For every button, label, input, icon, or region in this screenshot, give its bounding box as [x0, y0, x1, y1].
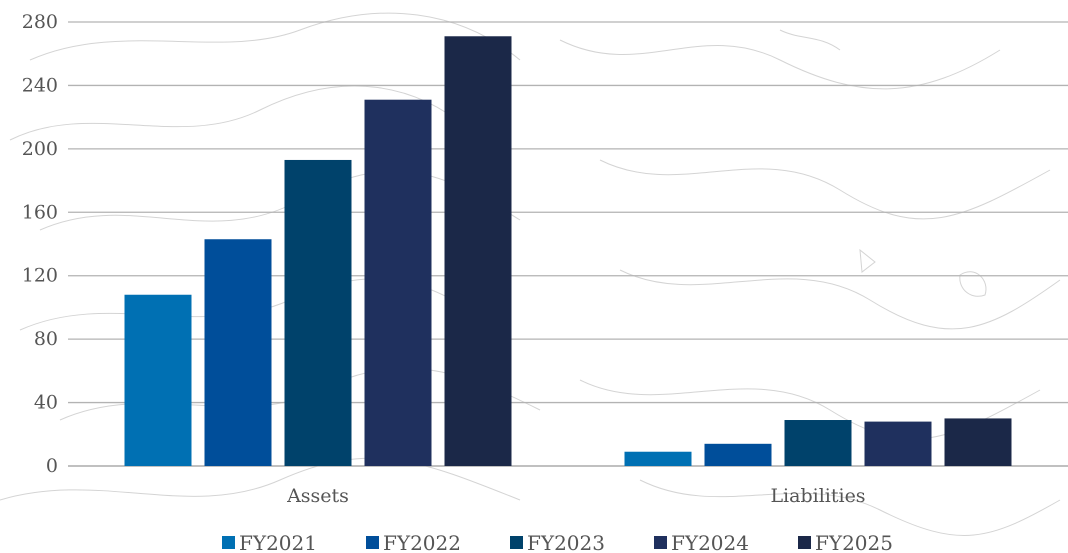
- legend-label-fy2025: FY2025: [815, 531, 893, 553]
- bar-fy2021-assets: [124, 294, 192, 466]
- category-label-liabilities: Liabilities: [770, 485, 865, 507]
- legend-swatch-fy2022: [366, 536, 379, 549]
- y-tick-label: 120: [22, 265, 58, 287]
- bar-fy2025-liabilities: [944, 418, 1012, 466]
- legend-swatch-fy2024: [654, 536, 667, 549]
- y-tick-label: 0: [46, 455, 58, 477]
- y-tick-label: 280: [22, 11, 58, 33]
- bar-fy2022-assets: [204, 239, 272, 466]
- bar-fy2023-assets: [284, 159, 352, 466]
- y-tick-label: 240: [22, 74, 58, 96]
- legend-label-fy2024: FY2024: [671, 531, 749, 553]
- legend-swatch-fy2023: [510, 536, 523, 549]
- legend-label-fy2022: FY2022: [383, 531, 461, 553]
- legend-label-fy2021: FY2021: [239, 531, 317, 553]
- bar-fy2025-assets: [444, 36, 512, 467]
- bars: [124, 36, 1012, 467]
- y-axis-ticks: 0 40 80 120 160 200 240 280: [22, 11, 58, 477]
- y-tick-label: 40: [34, 392, 58, 414]
- legend-label-fy2023: FY2023: [527, 531, 605, 553]
- bar-fy2022-liabilities: [704, 443, 772, 466]
- y-tick-label: 80: [34, 328, 58, 350]
- y-tick-label: 160: [22, 201, 58, 223]
- legend-swatch-fy2021: [222, 536, 235, 549]
- bar-fy2023-liabilities: [784, 420, 852, 466]
- x-axis-categories: Assets Liabilities: [286, 485, 865, 507]
- category-label-assets: Assets: [286, 485, 349, 507]
- bar-fy2024-assets: [364, 99, 432, 466]
- legend: FY2021 FY2022 FY2023 FY2024 FY2025: [222, 531, 893, 553]
- legend-swatch-fy2025: [798, 536, 811, 549]
- bar-fy2024-liabilities: [864, 421, 932, 466]
- bar-fy2021-liabilities: [624, 451, 692, 466]
- y-tick-label: 200: [22, 138, 58, 160]
